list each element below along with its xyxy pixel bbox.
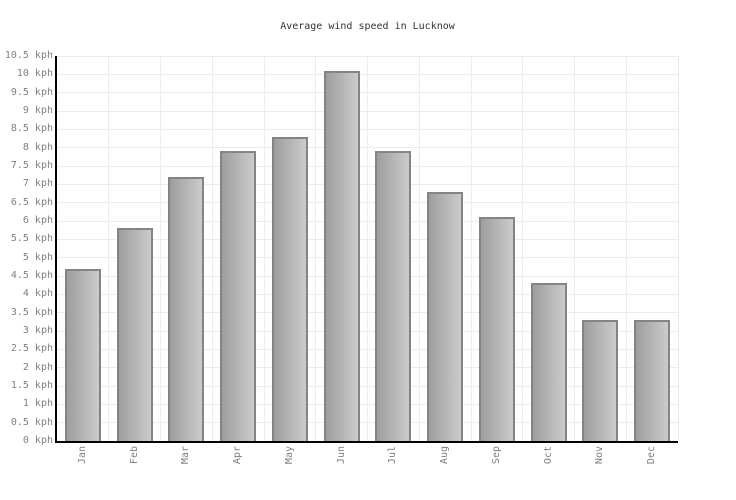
y-tick-label: 8 kph bbox=[22, 141, 53, 153]
bar-mar bbox=[168, 177, 205, 441]
y-tick-label: 4.5 kph bbox=[10, 270, 53, 281]
x-tick-label-apr: Apr bbox=[232, 446, 244, 465]
y-tick-label: 4 kph bbox=[22, 288, 53, 300]
x-tick-label-feb: Feb bbox=[128, 446, 140, 465]
chart-title: Average wind speed in Lucknow bbox=[280, 21, 455, 32]
y-tick-label: 7 kph bbox=[22, 178, 53, 190]
y-tick-label: 5.5 kph bbox=[10, 233, 53, 245]
y-tick-label: 7.5 kph bbox=[10, 160, 53, 171]
x-tick-label-jan: Jan bbox=[76, 446, 88, 465]
y-tick-label: 5 kph bbox=[22, 251, 53, 263]
gridline-vertical bbox=[470, 56, 472, 441]
y-tick-label: 2 kph bbox=[22, 361, 53, 373]
bar-jul bbox=[375, 151, 412, 441]
gridline-vertical bbox=[315, 56, 317, 441]
x-tick-label-jun: Jun bbox=[335, 446, 347, 465]
gridline-vertical bbox=[263, 56, 265, 441]
x-tick-label-nov: Nov bbox=[594, 446, 606, 465]
y-tick-label: 2.5 kph bbox=[10, 343, 53, 355]
y-tick-label: 6.5 kph bbox=[10, 196, 53, 208]
gridline-vertical bbox=[522, 56, 524, 441]
y-tick-label: 3.5 kph bbox=[10, 306, 53, 318]
bar-feb bbox=[116, 228, 153, 441]
bar-apr bbox=[220, 151, 257, 441]
gridline-vertical bbox=[574, 56, 575, 441]
gridline-vertical bbox=[160, 56, 161, 441]
y-tick-label: 0 kph bbox=[22, 435, 53, 446]
bar-aug bbox=[427, 191, 464, 441]
y-tick-label: 10.5 kph bbox=[4, 50, 53, 61]
y-tick-label: 6 kph bbox=[22, 215, 53, 226]
y-tick-label: 0.5 kph bbox=[10, 416, 53, 428]
x-tick-label-jul: Jul bbox=[387, 446, 399, 465]
bar-sep bbox=[478, 217, 515, 441]
y-tick-label: 8.5 kph bbox=[10, 123, 53, 135]
y-tick-label: 10 kph bbox=[16, 68, 53, 80]
bar-nov bbox=[582, 320, 619, 441]
plot-area bbox=[55, 55, 679, 443]
bar-dec bbox=[634, 320, 671, 441]
y-tick-label: 1 kph bbox=[22, 398, 53, 410]
gridline-vertical bbox=[108, 56, 110, 441]
x-tick-label-dec: Dec bbox=[646, 446, 658, 465]
x-tick-label-sep: Sep bbox=[490, 446, 502, 465]
bar-may bbox=[271, 136, 308, 441]
bar-jun bbox=[323, 70, 360, 441]
gridline-vertical bbox=[677, 56, 679, 441]
gridline-vertical bbox=[418, 56, 420, 441]
y-tick-label: 9 kph bbox=[22, 105, 53, 116]
x-tick-label-mar: Mar bbox=[180, 446, 192, 465]
y-tick-label: 3 kph bbox=[22, 325, 53, 336]
x-tick-label-may: May bbox=[283, 446, 295, 465]
y-tick-label: 9.5 kph bbox=[10, 86, 53, 98]
bar-jan bbox=[64, 268, 101, 441]
y-tick-label: 1.5 kph bbox=[10, 380, 53, 391]
x-tick-label-aug: Aug bbox=[439, 446, 451, 465]
bar-oct bbox=[530, 283, 567, 441]
gridline-vertical bbox=[367, 56, 368, 441]
gridline-vertical bbox=[625, 56, 627, 441]
x-tick-label-oct: Oct bbox=[542, 446, 554, 465]
gridline-vertical bbox=[211, 56, 213, 441]
